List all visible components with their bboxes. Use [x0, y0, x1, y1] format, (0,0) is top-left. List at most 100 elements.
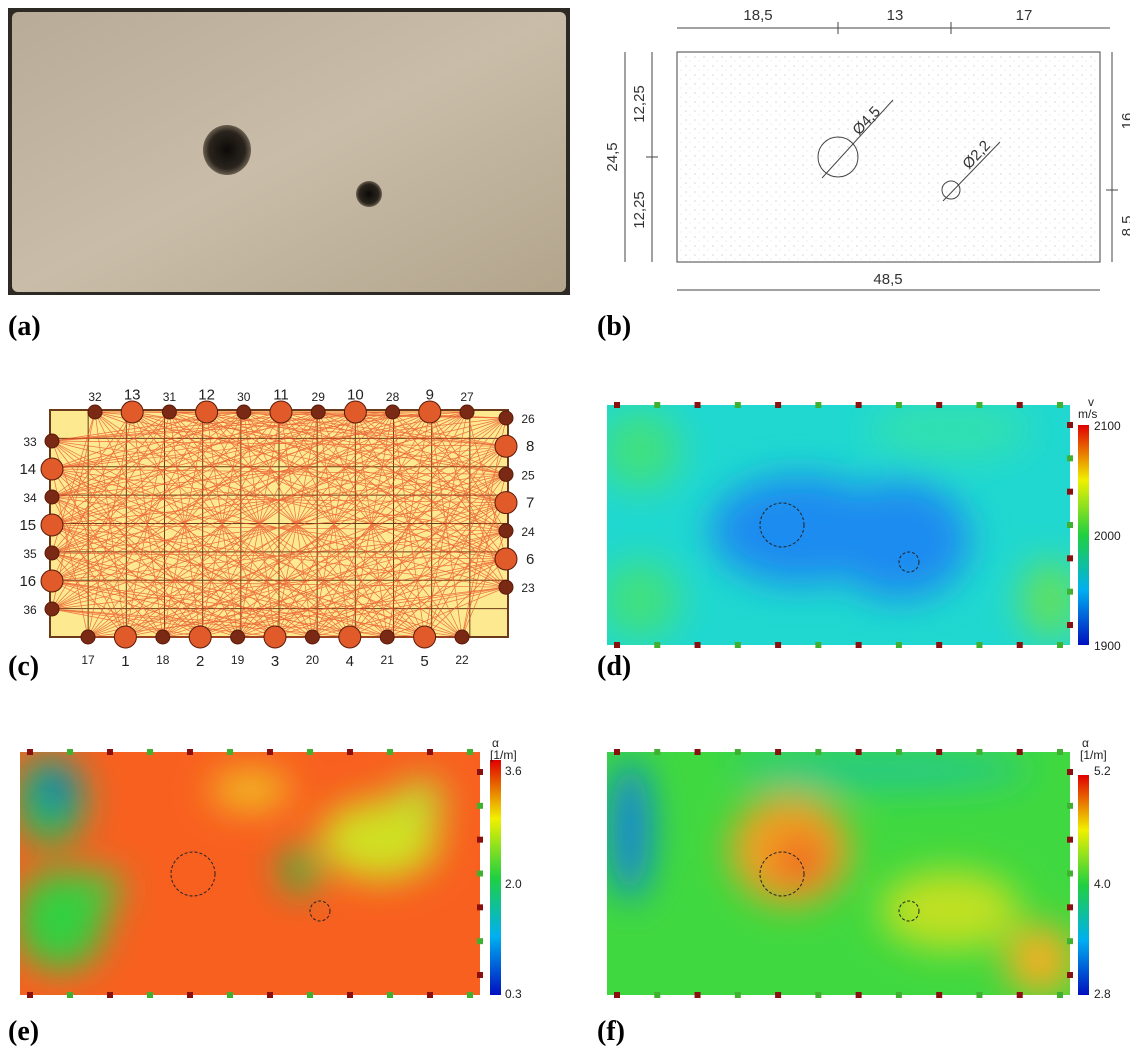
- node-label: 36: [23, 603, 37, 617]
- sensor: [305, 630, 319, 644]
- sensor-marker: [1067, 522, 1073, 528]
- ray-diagram: 3213311230112910289271711821932042152233…: [19, 386, 535, 670]
- node-label: 3: [271, 653, 279, 670]
- colorbar-tick: 3.6: [505, 764, 522, 778]
- sensor-marker: [1067, 938, 1073, 944]
- sensor-marker: [477, 904, 483, 910]
- panel-label: (d): [597, 651, 631, 682]
- colorbar-tick: 2.0: [505, 877, 522, 891]
- sensor-marker: [896, 402, 902, 408]
- node-label: 25: [521, 468, 535, 482]
- sensor-marker: [107, 992, 113, 998]
- heatmap: [600, 400, 1080, 645]
- node-label: 20: [306, 653, 320, 667]
- sensor-marker: [67, 749, 73, 755]
- sensor: [311, 405, 325, 419]
- sensor-marker: [1067, 769, 1073, 775]
- sensor-marker: [107, 749, 113, 755]
- dim-label: 8,5: [1119, 216, 1130, 237]
- node-label: 9: [426, 386, 434, 403]
- sensor-marker: [735, 642, 741, 648]
- sensor-marker: [735, 402, 741, 408]
- sensor: [45, 546, 59, 560]
- node-label: 19: [231, 653, 245, 667]
- sensor-marker: [1057, 642, 1063, 648]
- sensor: [45, 602, 59, 616]
- node-label: 35: [23, 547, 37, 561]
- dim-label: 48,5: [873, 271, 902, 288]
- sensor-marker: [1067, 589, 1073, 595]
- node-label: 12: [198, 386, 215, 403]
- sensor-marker: [1067, 489, 1073, 495]
- colorbar-tick: 5.2: [1094, 764, 1111, 778]
- sensor-marker: [1067, 422, 1073, 428]
- sensor-marker: [614, 642, 620, 648]
- node-label: 24: [521, 525, 535, 539]
- sensor: [270, 401, 292, 423]
- sensor-marker: [477, 837, 483, 843]
- colorbar: [1078, 775, 1089, 995]
- sensor-marker: [1017, 642, 1023, 648]
- sensor-marker: [695, 749, 701, 755]
- sensor: [460, 405, 474, 419]
- colorbar: [1078, 425, 1089, 645]
- sensor-marker: [427, 992, 433, 998]
- sensor: [156, 630, 170, 644]
- sensor-marker: [856, 642, 862, 648]
- dim-label: 17: [1016, 7, 1033, 24]
- node-label: 11: [273, 386, 289, 403]
- sensor-marker: [1067, 837, 1073, 843]
- sensor-marker: [936, 402, 942, 408]
- sensor-marker: [976, 642, 982, 648]
- sensor: [45, 490, 59, 504]
- node-label: 17: [81, 653, 95, 667]
- node-label: 27: [460, 390, 474, 404]
- sensor: [339, 626, 361, 648]
- sensor-marker: [387, 992, 393, 998]
- colorbar-tick: 2.8: [1094, 987, 1111, 1001]
- sensor: [495, 435, 517, 457]
- sensor-marker: [1067, 803, 1073, 809]
- sensor: [196, 401, 218, 423]
- sensor: [189, 626, 211, 648]
- sensor-marker: [735, 992, 741, 998]
- sensor-marker: [775, 992, 781, 998]
- sensor-marker: [936, 642, 942, 648]
- node-label: 5: [420, 653, 428, 670]
- sensor-marker: [896, 642, 902, 648]
- node-label: 15: [19, 517, 36, 534]
- node-label: 6: [526, 551, 534, 568]
- sensor-marker: [654, 749, 660, 755]
- node-label: 30: [237, 390, 251, 404]
- node-label: 31: [163, 390, 177, 404]
- sensor: [41, 570, 63, 592]
- sensor-marker: [347, 992, 353, 998]
- dim-label: 24,5: [604, 142, 621, 171]
- sensor-marker: [477, 803, 483, 809]
- node-label: 32: [88, 390, 102, 404]
- sensor-marker: [187, 992, 193, 998]
- node-label: 7: [526, 495, 534, 512]
- sensor-marker: [267, 992, 273, 998]
- sensor: [380, 630, 394, 644]
- sensor-marker: [856, 992, 862, 998]
- sensor-marker: [936, 749, 942, 755]
- sensor: [386, 405, 400, 419]
- colorbar: [490, 760, 501, 995]
- sensor-marker: [477, 769, 483, 775]
- sensor-marker: [1067, 904, 1073, 910]
- sensor-marker: [775, 749, 781, 755]
- sensor-marker: [477, 938, 483, 944]
- sensor-marker: [815, 402, 821, 408]
- sensor: [231, 630, 245, 644]
- colorbar-tick: 2000: [1094, 529, 1121, 543]
- sensor-marker: [695, 992, 701, 998]
- sensor-marker: [187, 749, 193, 755]
- sensor-marker: [976, 992, 982, 998]
- photo: [8, 8, 570, 295]
- sensor-marker: [27, 749, 33, 755]
- sensor-marker: [1057, 402, 1063, 408]
- node-label: 13: [124, 386, 141, 403]
- sensor-marker: [477, 871, 483, 877]
- sensor-marker: [467, 992, 473, 998]
